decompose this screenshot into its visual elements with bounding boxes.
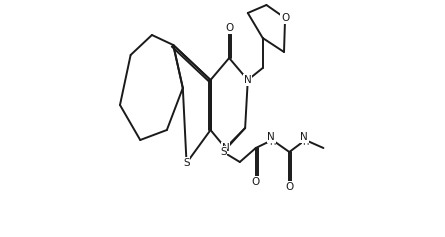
Text: N: N [244,75,252,85]
Text: S: S [183,158,190,168]
Text: N: N [300,132,308,142]
Text: N: N [267,132,275,142]
Text: O: O [285,182,293,192]
Text: O: O [252,177,260,187]
Text: H: H [269,138,275,147]
Text: O: O [225,23,233,33]
Text: S: S [220,147,227,157]
Text: H: H [302,138,308,147]
Text: O: O [281,13,289,23]
Text: N: N [222,143,229,153]
